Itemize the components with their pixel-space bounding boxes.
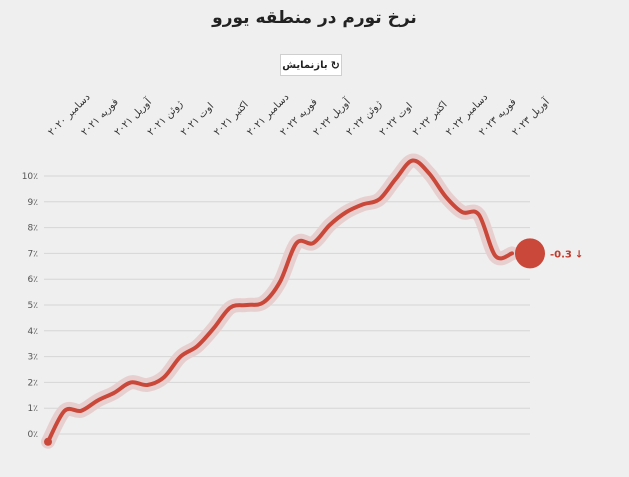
- y-tick-label: 1٪: [27, 404, 38, 414]
- y-tick-label: 9٪: [27, 198, 38, 208]
- y-tick-label: 5٪: [27, 301, 38, 311]
- end-point-marker: [515, 238, 545, 269]
- x-tick-label: اکتبر ۲۰۲۲: [411, 99, 450, 138]
- down-arrow-icon: ↓: [575, 249, 583, 260]
- replay-button-label: بازنمایش: [282, 59, 328, 71]
- end-value-label: -0.3: [550, 249, 572, 260]
- y-tick-label: 3٪: [27, 353, 38, 363]
- replay-icon: ↻: [330, 58, 340, 72]
- series-markers: -0.3 ↓: [44, 238, 583, 446]
- replay-button[interactable]: ↻ بازنمایش: [280, 54, 342, 76]
- chart-title: نرخ تورم در منطقه یورو: [212, 8, 417, 28]
- y-tick-label: 2٪: [27, 378, 38, 388]
- y-tick-label: 7٪: [27, 249, 38, 259]
- y-tick-label: 6٪: [27, 275, 38, 285]
- y-tick-label: 0٪: [27, 430, 38, 440]
- y-tick-label: 4٪: [27, 327, 38, 337]
- x-tick-label: آوریل ۲۰۲۳: [509, 95, 553, 139]
- series-halo: [41, 153, 519, 449]
- start-point: [44, 437, 52, 446]
- series-line: [46, 158, 514, 444]
- series-inflation: [41, 153, 519, 449]
- x-tick-label: اکتبر ۲۰۲۱: [212, 99, 251, 138]
- y-axis-ticks: 0٪ 1٪ 2٪ 3٪ 4٪ 5٪ 6٪ 7٪ 8٪ 9٪ 10٪: [22, 172, 38, 440]
- y-tick-label: 10٪: [22, 172, 38, 182]
- y-tick-label: 8٪: [27, 224, 38, 234]
